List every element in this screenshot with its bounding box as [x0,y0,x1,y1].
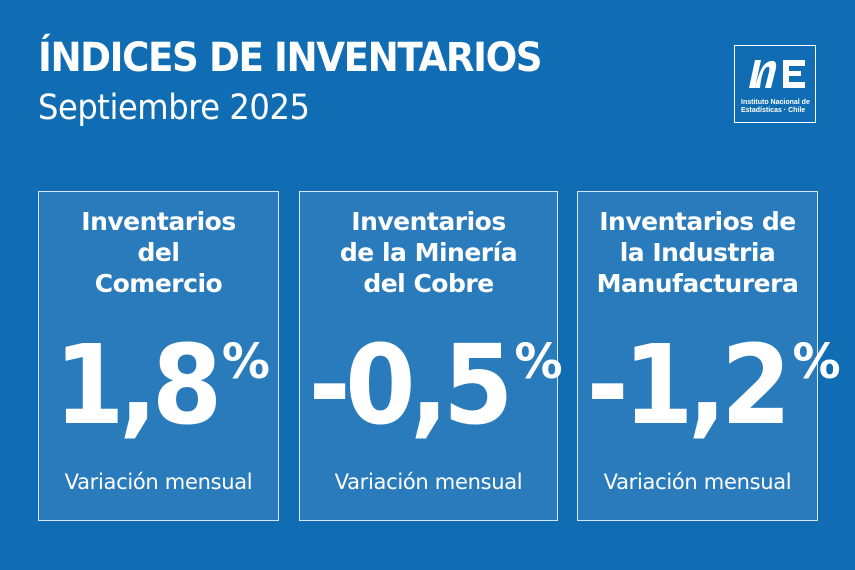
value-number: -1,2 [586,321,792,449]
page-title: ÍNDICES DE INVENTARIOS [38,35,543,81]
ine-logo: Instituto Nacional de Estadísticas · Chi… [734,45,816,123]
card-mineria-cobre: Inventarios de la Minería del Cobre -0,5… [299,191,563,521]
logo-caption-line1: Instituto Nacional de [741,99,810,106]
card-footer: Variación mensual [603,470,792,494]
card-title: Inventarios de la Minería del Cobre [339,207,518,298]
card-footer: Variación mensual [334,470,523,494]
percent-sign: % [792,334,841,390]
percent-sign: % [221,334,270,390]
card-title: Inventarios de la Industria Manufacturer… [596,207,799,298]
card-footer: Variación mensual [64,470,253,494]
percent-sign: % [514,334,563,390]
page-subtitle: Septiembre 2025 [38,88,310,128]
card-value: 1,8% [39,330,278,440]
card-value: -0,5% [300,321,563,449]
logo-caption-line2: Estadísticas · Chile [741,107,806,114]
value-number: 1,8 [54,321,222,449]
value-number: -0,5 [308,321,514,449]
card-title: Inventarios del Comercio [81,207,236,298]
card-comercio: Inventarios del Comercio 1,8% Variación … [38,191,279,521]
ine-logo-mark-icon [749,60,805,88]
card-industria-manufacturera: Inventarios de la Industria Manufacturer… [577,191,841,521]
card-value: -1,2% [578,321,841,449]
logo-caption: Instituto Nacional de Estadísticas · Chi… [741,99,811,115]
